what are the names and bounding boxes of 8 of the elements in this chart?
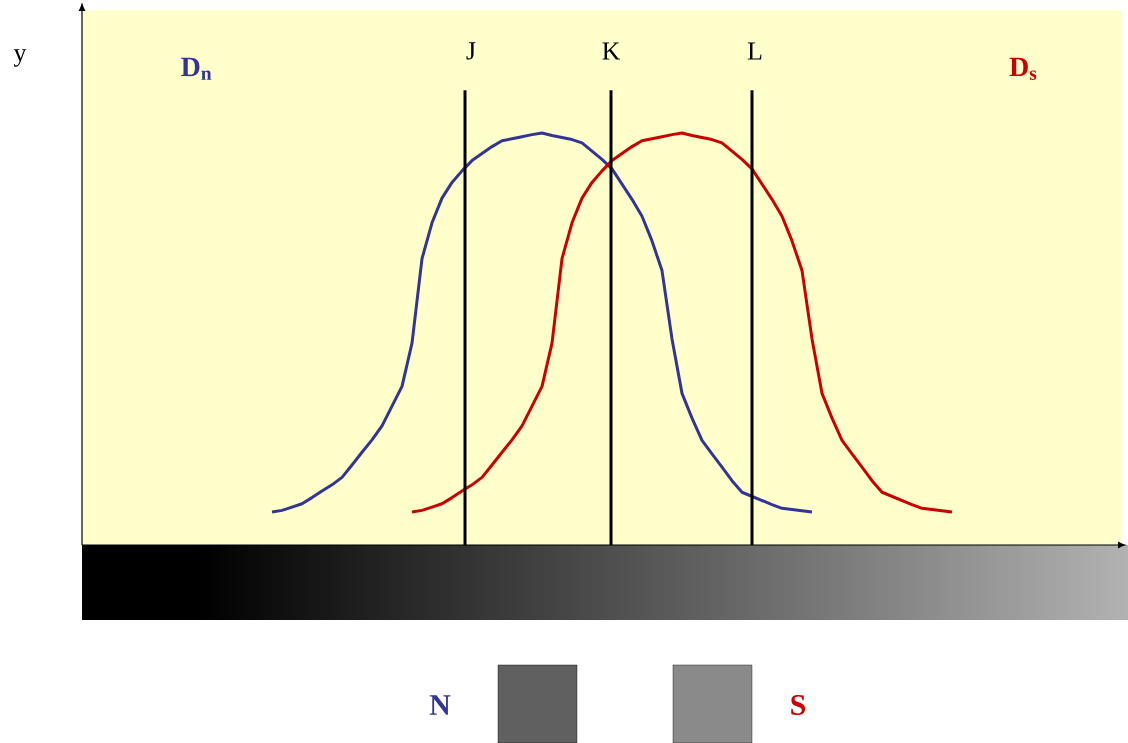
y-axis-title: y <box>13 49 27 67</box>
text: L <box>747 42 762 60</box>
text: N <box>429 695 451 715</box>
text: K <box>602 42 621 60</box>
text: J <box>466 42 476 60</box>
text: D$_{s}$ <box>1009 57 1037 80</box>
text: S <box>791 694 806 716</box>
text: D$_{n}$ <box>181 57 212 80</box>
